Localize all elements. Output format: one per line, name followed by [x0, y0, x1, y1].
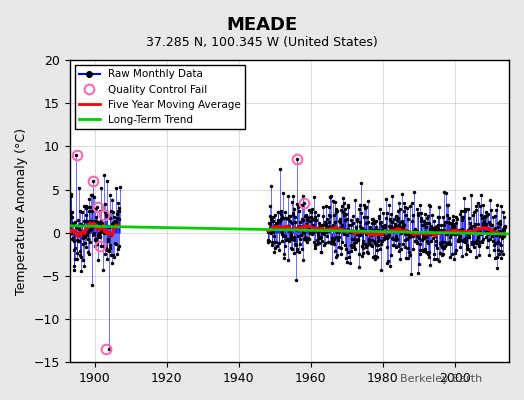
Y-axis label: Temperature Anomaly (°C): Temperature Anomaly (°C) — [15, 128, 28, 295]
Text: Berkeley Earth: Berkeley Earth — [400, 374, 482, 384]
Text: MEADE: MEADE — [226, 16, 298, 34]
Text: 37.285 N, 100.345 W (United States): 37.285 N, 100.345 W (United States) — [146, 36, 378, 49]
Legend: Raw Monthly Data, Quality Control Fail, Five Year Moving Average, Long-Term Tren: Raw Monthly Data, Quality Control Fail, … — [75, 65, 245, 129]
